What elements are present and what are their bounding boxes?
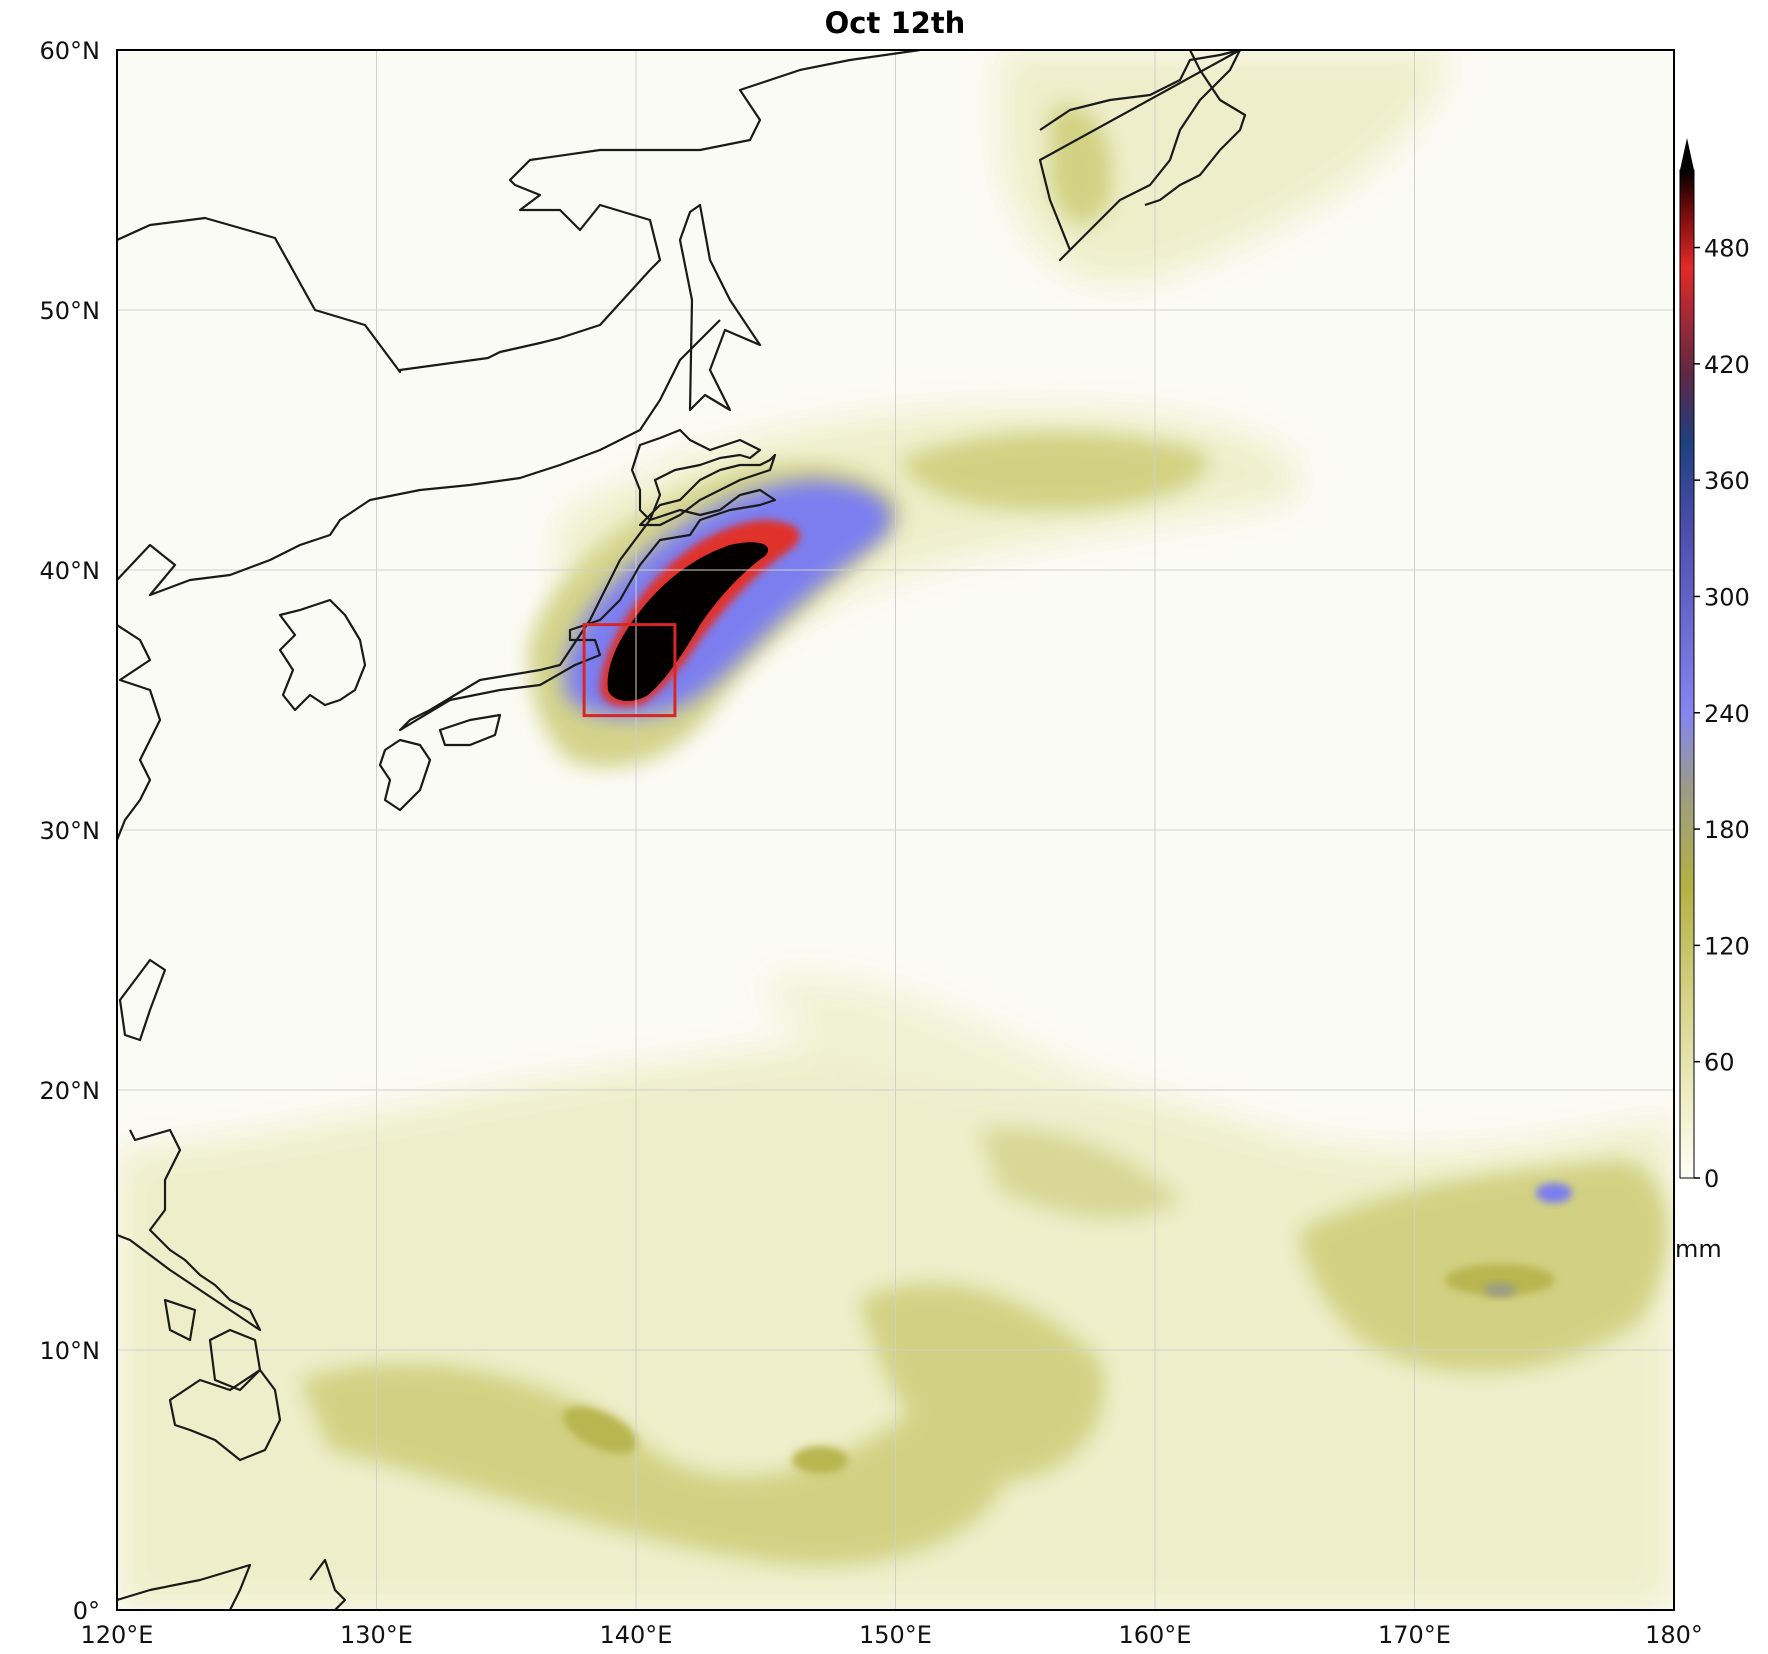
lon-tick-label-2: 140°E: [600, 1621, 673, 1649]
colorbar-ticks: 0 60 120 180 240 300 360 420 480: [1694, 235, 1750, 1193]
lat-tick-label-2: 20°N: [40, 1077, 101, 1105]
field-tropics-olive-2: [860, 1283, 1104, 1482]
colorbar-tick-label-0: 0: [1704, 1165, 1719, 1193]
coastlines: [117, 50, 1247, 1610]
colorbar-tick-label-8: 480: [1704, 235, 1750, 263]
coastline-japan-honshu: [398, 488, 777, 732]
lon-tick-label-1: 130°E: [340, 1621, 413, 1649]
coastline-asia-mainland: [117, 50, 921, 374]
colorbar: 0 60 120 180 240 300 360 420 480 mm: [1675, 138, 1750, 1263]
field-east-grey-spot: [1484, 1283, 1516, 1297]
map-title: Oct 12th: [825, 6, 966, 40]
coastline-alaska-edge: [1144, 50, 1247, 207]
colorbar-tick-label-1: 60: [1704, 1049, 1735, 1077]
coastline-china-coast: [117, 624, 162, 841]
colorbar-tick-label-2: 120: [1704, 932, 1750, 960]
gridlines: [117, 50, 1674, 1610]
lon-tick-label-5: 170°E: [1378, 1621, 1451, 1649]
colorbar-extend-arrow: [1680, 138, 1694, 170]
colorbar-tick-label-3: 180: [1704, 816, 1750, 844]
lat-tick-label-0: 0°: [73, 1597, 100, 1625]
lat-tick-label-6: 60°N: [40, 37, 101, 65]
coastline-sakhalin: [678, 203, 762, 412]
field-northeast-olive: [1050, 105, 1112, 225]
coastline-halmahera: [309, 1558, 347, 1610]
field-olive-dark-1: [562, 1406, 638, 1454]
coastline-japan-shikoku: [438, 713, 502, 747]
colorbar-unit-label: mm: [1675, 1235, 1722, 1263]
field-northeast-light: [1000, 50, 1450, 284]
colorbar-tick-label-7: 420: [1704, 351, 1750, 379]
colorbar-tick-label-4: 240: [1704, 700, 1750, 728]
plot-frame: [116, 49, 1675, 1611]
lon-tick-label-3: 150°E: [859, 1621, 932, 1649]
lon-tick-label-6: 180°: [1645, 1621, 1703, 1649]
field-olive-dark-3: [1445, 1264, 1555, 1296]
colorbar-tick-label-5: 300: [1704, 583, 1750, 611]
lon-tick-label-4: 160°E: [1119, 1621, 1192, 1649]
field-japan-black: [607, 542, 769, 702]
longitude-tick-labels: 120°E 130°E 140°E 150°E 160°E 170°E 180°: [81, 1621, 1703, 1649]
coastline-indonesia: [117, 1563, 252, 1610]
field-band-olive: [900, 432, 1207, 510]
lat-tick-label-4: 40°N: [40, 557, 101, 585]
colorbar-tick-label-6: 360: [1704, 467, 1750, 495]
colorbar-bar: [1679, 169, 1695, 1179]
lat-tick-label-1: 10°N: [40, 1337, 101, 1365]
coastline-korea-peninsula: [278, 598, 367, 712]
field-tropics-olive-1: [300, 1363, 1010, 1566]
coastline-japan-kyushu: [378, 738, 432, 812]
lat-tick-label-5: 50°N: [40, 297, 101, 325]
field-mid-olive: [980, 1128, 1180, 1219]
coastline-mindanao: [168, 1368, 282, 1462]
latitude-tick-labels: 0° 10°N 20°N 30°N 40°N 50°N 60°N: [40, 37, 101, 1625]
coastline-luzon: [117, 1128, 262, 1332]
coastline-kamchatka: [1038, 50, 1242, 262]
coastline-hokkaido: [630, 428, 777, 527]
plot-area: [116, 49, 1675, 1611]
highlight-region-box: [582, 623, 677, 718]
field-olive-dark-2: [792, 1446, 848, 1474]
field-subtropics-light: [760, 976, 1120, 1105]
coastline-taiwan: [118, 958, 167, 1042]
lon-tick-label-0: 120°E: [81, 1621, 154, 1649]
field-east-blue-spot: [1536, 1183, 1572, 1203]
lat-tick-label-3: 30°N: [40, 817, 101, 845]
coastline-korea-china: [117, 319, 721, 597]
